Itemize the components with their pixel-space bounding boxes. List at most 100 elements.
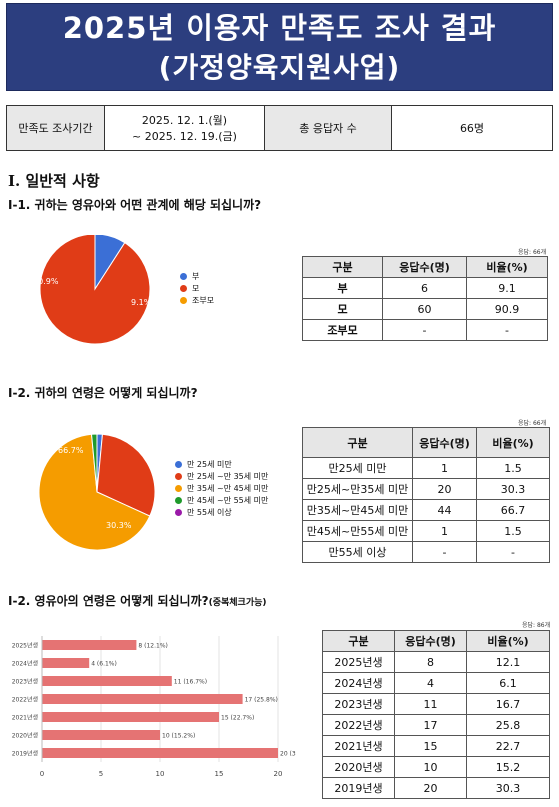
row-count: 20 xyxy=(412,478,477,500)
table-row: 2020년생 10 15.2 xyxy=(322,756,550,778)
row-pct: 6.1 xyxy=(466,672,550,694)
row-pct: 12.1 xyxy=(466,651,550,673)
row-count: 4 xyxy=(394,672,467,694)
bar-data-label: 20 (30.3%) xyxy=(280,751,296,758)
row-count: 6 xyxy=(382,277,467,299)
row-count: 1 xyxy=(412,520,477,542)
row-count: 1 xyxy=(412,457,477,479)
legend-swatch xyxy=(175,484,182,492)
row-count: 17 xyxy=(394,714,467,736)
x-tick-label: 20 xyxy=(274,770,283,778)
section-title: Ⅰ. 일반적 사항 xyxy=(8,172,100,190)
table-row: 2021년생 15 22.7 xyxy=(322,735,550,757)
table-row: 2025년생 8 12.1 xyxy=(322,651,550,673)
legend-label: 만 25세 미만 xyxy=(187,459,232,469)
table-row: 2022년생 17 25.8 xyxy=(322,714,550,736)
q3-bar-chart: 0 5 10 15 20 2025년생 8 (12.1%) 2024년생 4 (6.1%) 202… xyxy=(12,636,296,778)
q1-legend-item: 모 xyxy=(180,282,214,294)
bar xyxy=(42,694,243,704)
row-pct: 22.7 xyxy=(466,735,550,757)
pie-slice xyxy=(96,433,156,517)
bar-data-label: 8 (12.1%) xyxy=(138,643,167,650)
q1-legend-item: 부 xyxy=(180,270,214,282)
legend-swatch xyxy=(175,508,182,516)
q1-response-note: 응답: 66개 xyxy=(518,249,547,256)
bar-data-label: 15 (22.7%) xyxy=(221,715,254,722)
q3-title-text: Ⅰ-2. 영유아의 연령은 어떻게 되십니까? xyxy=(8,594,209,608)
q2-legend: 만 25세 미만 만 25세 ~만 35세 미만 만 35세 ~만 45세 미만… xyxy=(175,458,268,518)
q1-slice-label-bu: 9.1% xyxy=(131,298,152,307)
row-pct: - xyxy=(466,319,548,341)
table-row: 모 60 90.9 xyxy=(302,298,548,320)
col-header: 응답수(명) xyxy=(382,256,467,278)
legend-label: 만 55세 이상 xyxy=(187,507,232,517)
row-label: 만25세~만35세 미만 xyxy=(302,478,413,500)
row-label: 2020년생 xyxy=(322,756,395,778)
row-count: 44 xyxy=(412,499,477,521)
pie-slice xyxy=(39,235,151,345)
q2-legend-item: 만 45세 ~만 55세 미만 xyxy=(175,494,268,506)
q3-response-note: 응답: 86개 xyxy=(522,622,551,629)
row-count: - xyxy=(382,319,467,341)
legend-swatch xyxy=(180,296,187,304)
row-label: 2019년생 xyxy=(322,777,395,799)
table-row: 만55세 이상 - - xyxy=(302,541,550,563)
row-label: 만55세 이상 xyxy=(302,541,413,563)
q1-pie-chart: 90.9% 9.1% xyxy=(33,235,152,345)
q2-slice-label-25-35: 30.3% xyxy=(106,521,132,530)
row-label: 2021년생 xyxy=(322,735,395,757)
y-tick-label: 2025년생 xyxy=(12,642,38,650)
row-count: 60 xyxy=(382,298,467,320)
row-label: 만25세 미만 xyxy=(302,457,413,479)
legend-label: 부 xyxy=(192,271,200,281)
bar xyxy=(42,658,90,668)
q3-title: Ⅰ-2. 영유아의 연령은 어떻게 되십니까?(중복체크가능) xyxy=(8,592,267,609)
row-label: 2025년생 xyxy=(322,651,395,673)
q2-title: Ⅰ-2. 귀하의 연령은 어떻게 되십니까? xyxy=(8,386,198,400)
q2-legend-item: 만 25세 미만 xyxy=(175,458,268,470)
respondents-value: 66명 xyxy=(391,105,553,151)
q2-response-note: 응답: 66개 xyxy=(518,420,547,427)
row-pct: 30.3 xyxy=(466,777,550,799)
bar-data-label: 4 (6.1%) xyxy=(91,661,117,668)
row-pct: 16.7 xyxy=(466,693,550,715)
period-end: ~ 2025. 12. 19.(금) xyxy=(132,130,237,143)
bar-data-label: 11 (16.7%) xyxy=(174,679,207,686)
table-row: 만35세~만45세 미만 44 66.7 xyxy=(302,499,550,521)
q1-legend-item: 조부모 xyxy=(180,294,214,306)
y-tick-label: 2021년생 xyxy=(12,714,38,722)
x-tick-label: 0 xyxy=(40,770,44,778)
q3-title-suffix: (중복체크가능) xyxy=(208,598,267,608)
q1-slice-label-mo: 90.9% xyxy=(33,277,59,286)
q2-table: 구분 응답수(명) 비율(%) 만25세 미만 1 1.5 만25세~만35세 미만… xyxy=(302,427,550,563)
row-label: 2024년생 xyxy=(322,672,395,694)
row-label: 2022년생 xyxy=(322,714,395,736)
pie-slice xyxy=(38,433,151,551)
table-row: 2024년생 4 6.1 xyxy=(322,672,550,694)
row-count: - xyxy=(412,541,477,563)
pie-slice xyxy=(90,433,98,493)
page-title: 2025년 이용자 만족도 조사 결과 xyxy=(62,11,497,45)
row-count: 15 xyxy=(394,735,467,757)
q2-slice-label-35-45: 66.7% xyxy=(58,446,84,455)
legend-label: 만 45세 ~만 55세 미만 xyxy=(187,495,269,505)
row-pct: 1.5 xyxy=(476,520,550,542)
legend-label: 모 xyxy=(192,283,200,293)
bar xyxy=(42,712,219,722)
title-banner: 2025년 이용자 만족도 조사 결과 (가정양육지원사업) xyxy=(6,3,553,91)
bar xyxy=(42,730,160,740)
x-tick-label: 5 xyxy=(99,770,103,778)
row-label: 조부모 xyxy=(302,319,383,341)
row-count: 10 xyxy=(394,756,467,778)
col-header: 구분 xyxy=(302,256,383,278)
legend-label: 만 35세 ~만 45세 미만 xyxy=(187,483,269,493)
legend-swatch xyxy=(175,496,182,504)
row-pct: 9.1 xyxy=(466,277,548,299)
bar xyxy=(42,640,137,650)
q3-table: 구분 응답수(명) 비율(%) 2025년생 8 12.1 2024년생 4 6.1 2… xyxy=(322,630,550,799)
q2-legend-item: 만 55세 이상 xyxy=(175,506,268,518)
row-pct: 66.7 xyxy=(476,499,550,521)
row-pct: 25.8 xyxy=(466,714,550,736)
row-pct: 30.3 xyxy=(476,478,550,500)
table-row: 부 6 9.1 xyxy=(302,277,548,299)
